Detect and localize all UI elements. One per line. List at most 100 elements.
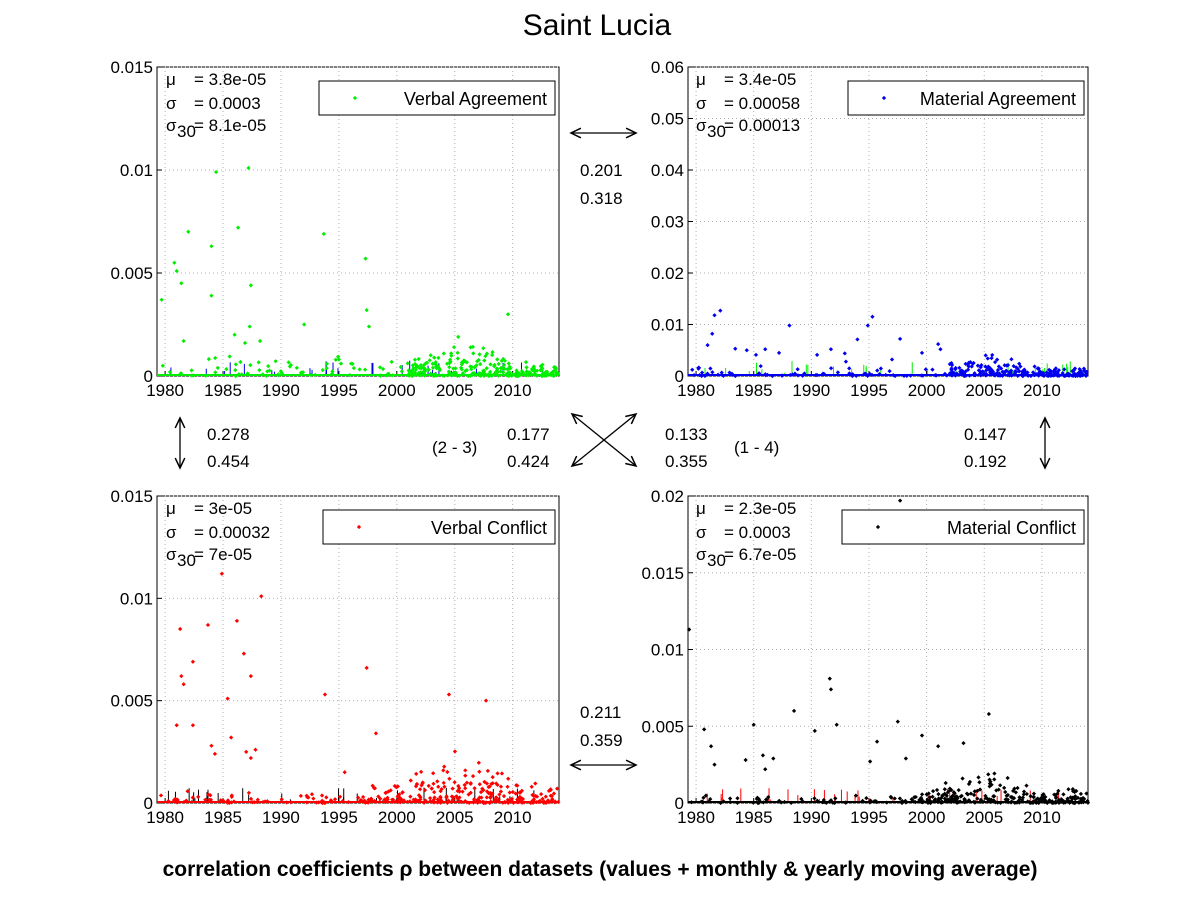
- data-point: [498, 789, 504, 794]
- data-point: [175, 797, 180, 802]
- data-point: [987, 777, 992, 782]
- data-point: [1015, 785, 1020, 791]
- data-point: [416, 793, 422, 798]
- data-point: [219, 571, 224, 576]
- data-point: [505, 367, 510, 372]
- data-point: [505, 797, 510, 802]
- stat-sigma-value: = 0.0003: [724, 523, 791, 542]
- data-point: [943, 798, 948, 803]
- data-point: [459, 362, 464, 367]
- data-point: [800, 373, 805, 378]
- data-point: [887, 369, 892, 374]
- data-point: [847, 366, 852, 371]
- data-point: [1012, 800, 1017, 805]
- data-point: [864, 796, 869, 801]
- data-point: [1071, 368, 1077, 373]
- data-point: [416, 356, 421, 362]
- data-point: [1055, 791, 1060, 796]
- data-point: [691, 373, 697, 378]
- data-point: [377, 799, 382, 804]
- y-tick-label: 0.005: [110, 692, 153, 711]
- data-point: [265, 369, 270, 374]
- data-point: [464, 800, 470, 805]
- data-point: [998, 783, 1003, 788]
- data-point: [377, 365, 383, 370]
- data-point: [705, 342, 710, 348]
- data-point: [1050, 800, 1056, 806]
- data-point: [482, 779, 487, 784]
- data-point: [1066, 787, 1071, 792]
- corr-bottom-v1: 0.211: [580, 703, 621, 722]
- data-point: [420, 365, 426, 370]
- data-point: [1031, 794, 1037, 800]
- data-point: [178, 371, 183, 377]
- data-point: [1045, 372, 1051, 377]
- data-point: [903, 800, 909, 805]
- data-point: [427, 795, 433, 801]
- data-point: [248, 796, 254, 801]
- data-point: [936, 341, 941, 347]
- data-point: [337, 794, 343, 799]
- data-point: [989, 356, 994, 361]
- data-point: [513, 373, 519, 379]
- data-point: [178, 626, 183, 632]
- data-point: [986, 364, 991, 369]
- data-point: [485, 789, 490, 794]
- data-point: [1032, 364, 1037, 369]
- data-point: [338, 361, 344, 366]
- data-point: [485, 768, 490, 773]
- data-point: [196, 794, 201, 799]
- arrow-bottom-head-a: [625, 759, 638, 771]
- data-point: [388, 788, 393, 793]
- data-point: [400, 790, 405, 795]
- data-point: [468, 781, 473, 787]
- data-point: [998, 800, 1003, 806]
- data-point: [430, 365, 436, 370]
- data-point: [313, 372, 318, 377]
- data-point: [1078, 791, 1084, 796]
- data-point: [978, 799, 983, 804]
- x-tick-label: 2005: [965, 381, 1003, 400]
- stat-sigma30-subscript: 30: [177, 122, 196, 141]
- data-point: [466, 373, 471, 379]
- data-point: [689, 800, 694, 805]
- data-point: [166, 799, 171, 804]
- data-point: [1003, 797, 1008, 802]
- data-point: [417, 787, 423, 792]
- data-point: [812, 796, 817, 801]
- data-point: [983, 353, 988, 358]
- data-point: [874, 799, 879, 805]
- data-point: [524, 373, 529, 378]
- data-point: [533, 781, 538, 786]
- data-point: [529, 784, 534, 789]
- data-point: [753, 352, 759, 358]
- stat-sigma-symbol: σ: [166, 523, 177, 542]
- stat-sigma30-symbol: σ: [696, 116, 707, 135]
- y-tick-label: 0.04: [651, 161, 684, 180]
- data-point: [924, 792, 929, 797]
- data-point: [476, 357, 481, 363]
- data-point: [1080, 373, 1085, 378]
- data-point: [488, 369, 493, 374]
- data-point: [697, 372, 702, 378]
- data-point: [735, 800, 740, 805]
- x-tick-label: 1995: [850, 808, 888, 827]
- legend-label: Verbal Agreement: [404, 89, 547, 109]
- data-point: [771, 756, 776, 761]
- stat-mu-value: = 3.4e-05: [724, 70, 796, 89]
- data-point: [172, 260, 177, 265]
- data-point: [385, 797, 390, 802]
- x-tick-label: 1985: [735, 381, 773, 400]
- data-point: [539, 791, 544, 797]
- data-point: [990, 352, 995, 358]
- data-point: [908, 373, 913, 378]
- data-point: [1002, 370, 1007, 376]
- data-point: [455, 350, 460, 355]
- data-point: [455, 356, 460, 361]
- data-point: [505, 784, 510, 789]
- data-point: [490, 352, 495, 358]
- data-point: [1011, 364, 1016, 369]
- data-point: [1061, 792, 1066, 797]
- data-point: [179, 673, 184, 679]
- data-point: [977, 368, 982, 373]
